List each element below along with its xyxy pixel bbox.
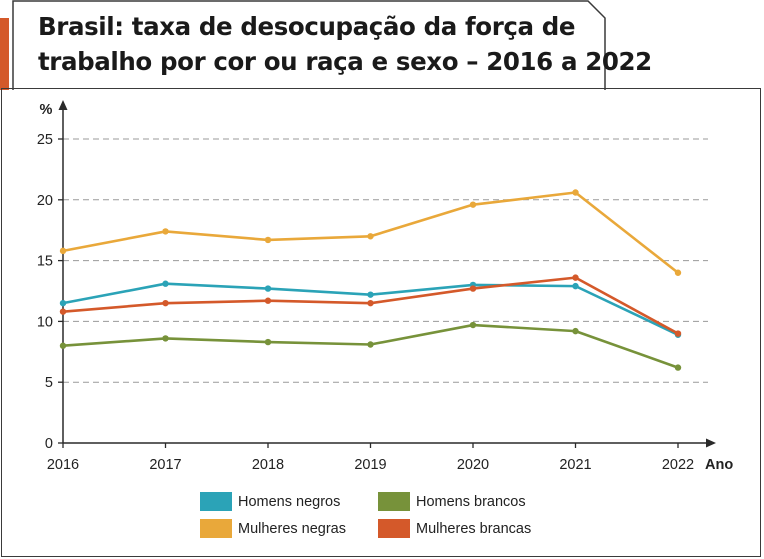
point-mulheres-brancas-2020 <box>469 285 477 292</box>
point-mulheres-brancas-2018 <box>264 297 272 304</box>
y-axis-arrow <box>58 100 68 110</box>
legend-item-homens-brancos: Homens brancos <box>378 492 526 511</box>
point-homens-brancos-2017 <box>162 335 169 342</box>
point-mulheres-negras-2018 <box>264 236 272 244</box>
x-tick-label-2017: 2017 <box>149 457 181 473</box>
point-mulheres-negras-2022 <box>674 269 682 276</box>
legend-swatch-homens-brancos <box>378 492 410 511</box>
point-homens-brancos-2018 <box>264 338 272 346</box>
legend-swatch-mulheres-brancas <box>378 519 410 538</box>
point-mulheres-negras-2019 <box>367 233 374 240</box>
chart-frame <box>1 88 761 557</box>
y-tick-label-25: 25 <box>37 132 53 148</box>
y-axis-label: % <box>40 102 53 118</box>
x-axis-arrow <box>706 438 716 448</box>
x-axis-label: Ano <box>705 457 733 473</box>
point-homens-brancos-2019 <box>367 341 374 348</box>
series-line-homens-negros <box>62 282 679 336</box>
x-tick-label-2022: 2022 <box>662 457 694 473</box>
point-mulheres-brancas-2016 <box>59 308 67 315</box>
point-homens-brancos-2022 <box>674 364 682 371</box>
point-mulheres-negras-2017 <box>162 228 169 235</box>
x-tick-label-2016: 2016 <box>47 457 79 473</box>
point-mulheres-brancas-2019 <box>367 299 374 307</box>
title-accent-bar <box>0 18 9 90</box>
point-homens-brancos-2020 <box>469 321 477 329</box>
y-tick-label-20: 20 <box>37 193 53 209</box>
x-tick-label-2018: 2018 <box>252 457 284 473</box>
legend-label-homens-brancos: Homens brancos <box>416 493 526 510</box>
point-mulheres-negras-2020 <box>469 201 477 208</box>
point-mulheres-negras-2016 <box>59 247 67 255</box>
y-tick-label-0: 0 <box>45 436 53 452</box>
point-homens-negros-2019 <box>367 291 374 298</box>
title-box: Brasil: taxa de desocupação da força de … <box>12 0 652 90</box>
point-mulheres-brancas-2021 <box>572 274 579 281</box>
legend-item-homens-negros: Homens negros <box>200 492 340 511</box>
y-tick-label-5: 5 <box>45 375 53 391</box>
point-homens-negros-2016 <box>59 299 67 307</box>
point-mulheres-brancas-2017 <box>162 299 169 307</box>
point-mulheres-brancas-2022 <box>674 330 682 337</box>
y-tick-label-15: 15 <box>37 254 53 270</box>
legend-item-mulheres-brancas: Mulheres brancas <box>378 519 531 538</box>
point-homens-brancos-2016 <box>59 342 67 349</box>
point-homens-negros-2021 <box>572 282 579 290</box>
x-tick-label-2021: 2021 <box>559 457 591 473</box>
legend-swatch-homens-negros <box>200 492 232 511</box>
point-homens-negros-2017 <box>162 280 169 287</box>
y-tick-label-10: 10 <box>37 314 53 330</box>
legend-label-mulheres-brancas: Mulheres brancas <box>416 520 532 537</box>
x-tick-label-2019: 2019 <box>354 457 386 473</box>
legend-label-mulheres-negras: Mulheres negras <box>238 520 346 537</box>
legend-item-mulheres-negras: Mulheres negras <box>200 519 346 538</box>
title-box-outline <box>12 0 606 90</box>
point-homens-negros-2018 <box>264 285 272 292</box>
chart-title-line-2: trabalho por cor ou raça e sexo – 2016 a… <box>38 47 652 76</box>
legend-swatch-mulheres-negras <box>200 519 232 538</box>
x-tick-label-2020: 2020 <box>457 457 489 473</box>
chart-title-line-1: Brasil: taxa de desocupação da força de <box>38 12 576 41</box>
point-homens-brancos-2021 <box>572 327 579 335</box>
point-mulheres-negras-2021 <box>572 189 579 196</box>
legend-label-homens-negros: Homens negros <box>238 493 341 510</box>
